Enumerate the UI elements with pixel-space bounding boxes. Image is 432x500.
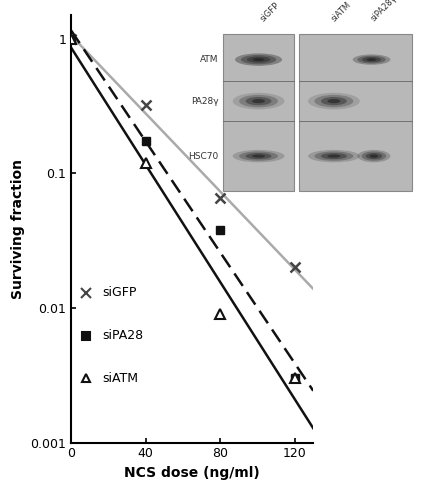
FancyBboxPatch shape [299, 34, 412, 192]
Text: siATM: siATM [103, 372, 139, 385]
Ellipse shape [321, 153, 347, 159]
Ellipse shape [367, 58, 376, 61]
Ellipse shape [321, 97, 347, 106]
Ellipse shape [370, 154, 378, 158]
Text: siPA28γ: siPA28γ [369, 0, 399, 24]
Ellipse shape [362, 57, 381, 62]
FancyBboxPatch shape [223, 34, 294, 192]
Ellipse shape [235, 54, 282, 66]
Text: ATM: ATM [200, 55, 219, 64]
Ellipse shape [327, 154, 340, 158]
Ellipse shape [357, 150, 391, 162]
Ellipse shape [239, 152, 278, 161]
Ellipse shape [314, 152, 353, 161]
Ellipse shape [327, 99, 340, 103]
Text: siATM: siATM [329, 0, 353, 24]
Text: siGFP: siGFP [103, 286, 137, 300]
Ellipse shape [247, 56, 270, 62]
Text: HSC70: HSC70 [188, 152, 219, 160]
Text: siGFP: siGFP [258, 0, 281, 24]
Ellipse shape [246, 153, 271, 159]
Ellipse shape [252, 99, 265, 103]
Ellipse shape [357, 56, 386, 64]
Ellipse shape [241, 55, 276, 64]
Text: siPA28: siPA28 [103, 329, 144, 342]
Text: PA28γ: PA28γ [191, 96, 219, 106]
Ellipse shape [233, 150, 284, 162]
Ellipse shape [308, 150, 360, 162]
Ellipse shape [314, 95, 353, 108]
X-axis label: NCS dose (ng/ml): NCS dose (ng/ml) [124, 466, 260, 480]
Ellipse shape [253, 58, 264, 61]
Ellipse shape [353, 54, 391, 65]
Ellipse shape [252, 154, 265, 158]
Ellipse shape [246, 97, 271, 106]
Ellipse shape [239, 95, 278, 108]
Ellipse shape [308, 93, 360, 110]
Y-axis label: Surviving fraction: Surviving fraction [11, 159, 25, 298]
Ellipse shape [362, 152, 386, 161]
Ellipse shape [365, 153, 382, 159]
Ellipse shape [233, 93, 284, 110]
